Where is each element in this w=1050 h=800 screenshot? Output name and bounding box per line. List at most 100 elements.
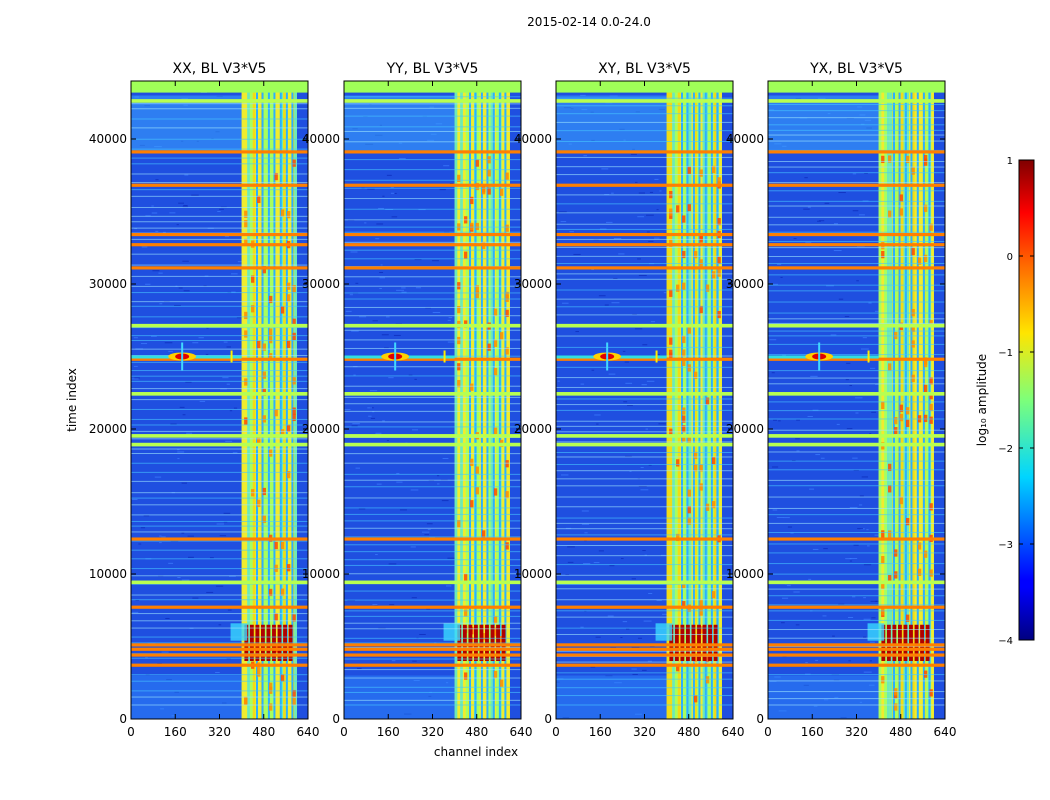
noise-speck — [656, 209, 659, 211]
noise-speck — [382, 420, 385, 422]
time-line — [131, 418, 308, 420]
strong-row — [344, 357, 521, 361]
noise-speck — [849, 558, 858, 560]
time-line — [131, 316, 308, 318]
noise-speck — [868, 302, 872, 304]
noise-speck — [419, 633, 426, 635]
time-line — [768, 514, 945, 516]
time-line — [768, 418, 945, 420]
rfi-block — [676, 664, 680, 672]
colorbar-tick-label: −4 — [998, 636, 1013, 647]
noise-speck — [226, 346, 232, 348]
time-line — [768, 290, 945, 292]
strong-row — [556, 266, 733, 270]
noise-speck — [375, 432, 382, 434]
noise-speck — [367, 407, 373, 409]
hot-block — [920, 624, 924, 661]
strong-row — [131, 357, 308, 361]
time-line — [344, 637, 521, 639]
time-line — [768, 479, 945, 481]
noise-speck — [848, 616, 854, 618]
noise-speck — [414, 259, 422, 261]
noise-speck — [386, 439, 389, 441]
rfi-column — [906, 81, 910, 719]
hot-block — [897, 624, 902, 661]
noise-speck — [426, 523, 433, 525]
x-tick-label: 160 — [377, 725, 400, 739]
noise-speck — [140, 527, 146, 529]
noise-speck — [776, 263, 782, 265]
rfi-column — [931, 81, 934, 719]
time-line — [556, 306, 733, 308]
rfi-block — [505, 172, 509, 180]
rfi-block — [888, 485, 892, 493]
y-tick-label: 30000 — [514, 277, 552, 291]
time-line — [131, 163, 308, 165]
noise-speck — [826, 285, 834, 287]
time-line — [768, 485, 945, 487]
noise-speck — [631, 578, 636, 580]
noise-speck — [772, 509, 778, 511]
time-line — [131, 497, 308, 499]
noise-speck — [447, 341, 455, 343]
rfi-block — [269, 588, 273, 597]
strong-row — [556, 537, 733, 541]
strong-row — [556, 647, 733, 651]
time-line — [556, 695, 733, 697]
rfi-block — [244, 378, 248, 386]
time-line — [131, 558, 308, 560]
bright-row — [131, 99, 308, 103]
rfi-block — [705, 397, 710, 405]
noise-speck — [408, 374, 413, 376]
rfi-block — [699, 483, 703, 491]
time-line — [131, 127, 308, 129]
time-line — [556, 610, 733, 612]
rfi-block — [682, 601, 686, 609]
rfi-block — [475, 466, 479, 474]
noise-speck — [658, 423, 666, 425]
strong-row — [768, 232, 945, 237]
noise-speck — [604, 304, 609, 306]
time-line — [556, 431, 733, 433]
time-line — [768, 401, 945, 403]
heatmap-image — [131, 81, 308, 719]
noise-speck — [769, 680, 777, 682]
strong-row — [131, 643, 308, 647]
time-line — [131, 285, 308, 287]
noise-speck — [396, 481, 403, 483]
y-tick-label: 0 — [544, 712, 552, 726]
noise-speck — [442, 458, 449, 460]
heatmap-image — [768, 81, 945, 719]
noise-speck — [389, 604, 395, 606]
time-line — [344, 473, 521, 475]
rfi-column — [900, 81, 904, 719]
time-line — [556, 223, 733, 225]
noise-speck — [638, 274, 647, 276]
noise-speck — [219, 535, 227, 537]
noise-speck — [131, 378, 139, 380]
noise-speck — [359, 316, 367, 318]
time-line — [344, 615, 521, 617]
strong-row — [131, 243, 308, 247]
time-line — [131, 575, 308, 577]
noise-speck — [426, 608, 430, 610]
rfi-block — [280, 674, 285, 682]
time-line — [344, 366, 521, 368]
time-line — [556, 545, 733, 547]
strong-row — [131, 647, 308, 651]
noise-speck — [845, 379, 849, 381]
noise-speck — [562, 302, 569, 304]
time-line — [131, 340, 308, 342]
panel-3: YX, BL V3*V5 0 160 320 480 640 0 10000 20000 3000… — [726, 61, 957, 739]
noise-speck — [179, 406, 185, 408]
noise-speck — [803, 208, 810, 210]
time-line — [768, 674, 945, 676]
noise-speck — [648, 240, 654, 242]
noise-speck — [231, 273, 238, 275]
noise-speck — [353, 374, 356, 376]
time-line — [131, 462, 308, 464]
time-line — [131, 514, 308, 516]
time-line — [131, 424, 308, 426]
time-line — [131, 568, 308, 570]
